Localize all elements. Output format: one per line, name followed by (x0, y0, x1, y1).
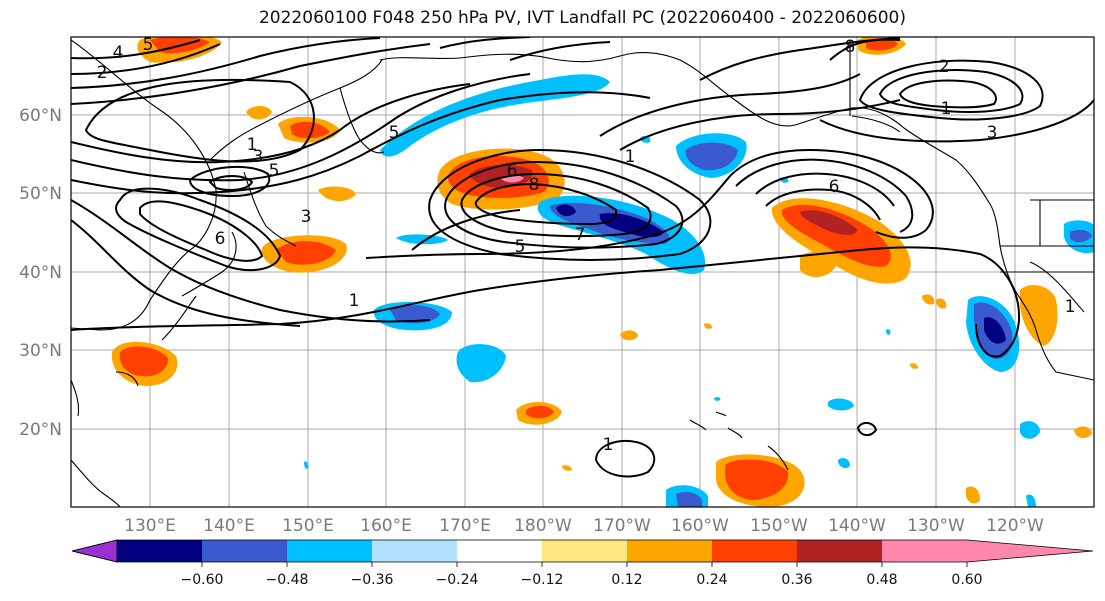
colorbar-tick-label: 0.48 (866, 572, 897, 588)
contour-label: 8 (529, 175, 540, 195)
colorbar-segment (71, 539, 118, 563)
contour-label: 5 (269, 161, 280, 181)
colorbar-tick-label: 0.36 (781, 572, 812, 588)
longitude-label: 180°W (514, 516, 572, 536)
map-title: 2022060100 F048 250 hPa PV, IVT Landfall… (258, 8, 906, 28)
longitude-label: 120°W (986, 516, 1044, 536)
latitude-label: 30°N (19, 341, 62, 361)
contour-label: 5 (515, 237, 526, 257)
latitude-label: 50°N (19, 184, 62, 204)
contour-label: 6 (507, 161, 518, 181)
negative-anomaly-regions (304, 74, 1094, 507)
contour-label: 1 (247, 135, 258, 155)
longitude-label: 160°W (671, 516, 729, 536)
colorbar-tick-label: −0.48 (266, 572, 309, 588)
map-frame (70, 36, 1095, 508)
colorbar-tick-label: −0.24 (436, 572, 479, 588)
colorbar-tick-label: −0.12 (521, 572, 564, 588)
longitude-labels: 130°E 140°E 150°E 160°E 170°E 180°W 170°… (124, 516, 1044, 536)
colorbar: −0.60 −0.48 −0.36 −0.24 −0.12 0.12 0.24 … (71, 539, 1094, 588)
contour-label: 7 (575, 225, 586, 245)
latitude-label: 60°N (19, 106, 62, 126)
contour-label: 1 (603, 435, 614, 455)
contour-label: 2 (97, 63, 108, 83)
colorbar-segment (967, 540, 1093, 562)
ivt-shading (111, 37, 1094, 507)
contour-label: 1 (1065, 297, 1076, 317)
colorbar-segment (542, 540, 627, 562)
contour-label: 1 (625, 147, 636, 167)
longitude-label: 170°E (439, 516, 491, 536)
pv-contours (71, 37, 1094, 478)
contour-label: 3 (253, 147, 264, 167)
colorbar-segment (202, 540, 287, 562)
colorbar-segment (882, 540, 967, 562)
colorbar-segment (627, 540, 712, 562)
longitude-label: 130°E (124, 516, 176, 536)
contour-label: 6 (829, 177, 840, 197)
colorbar-tick-label: 0.12 (611, 572, 642, 588)
contour-label: 5 (143, 35, 154, 55)
contour-label: 8 (845, 37, 856, 57)
colorbar-segment (287, 540, 372, 562)
contour-labels: 4 2 5 1 5 3 6 3 1 5 8 6 7 5 1 6 2 1 3 8 … (97, 35, 1076, 455)
colorbar-segment (117, 540, 202, 562)
colorbar-segment (797, 540, 882, 562)
colorbar-tick-label: 0.60 (951, 572, 982, 588)
contour-label: 3 (301, 207, 312, 227)
colorbar-tick-label: −0.36 (351, 572, 394, 588)
colorbar-tick-label: −0.60 (181, 572, 224, 588)
positive-anomaly-regions (111, 37, 1092, 507)
longitude-label: 170°W (593, 516, 651, 536)
contour-label: 1 (349, 291, 360, 311)
contour-label: 5 (389, 123, 400, 143)
colorbar-segment (457, 540, 542, 562)
longitude-label: 150°W (750, 516, 808, 536)
colorbar-segment (712, 540, 797, 562)
latitude-labels: 60°N 50°N 40°N 30°N 20°N (19, 106, 62, 440)
colorbar-tick-label: 0.24 (696, 572, 727, 588)
contour-label: 2 (939, 57, 950, 77)
contour-label: 1 (941, 99, 952, 119)
longitude-label: 140°W (828, 516, 886, 536)
latitude-label: 40°N (19, 263, 62, 283)
longitude-label: 160°E (360, 516, 412, 536)
longitude-label: 130°W (907, 516, 965, 536)
latitude-label: 20°N (19, 420, 62, 440)
longitude-label: 140°E (203, 516, 255, 536)
contour-label: 3 (987, 123, 998, 143)
colorbar-ticks (201, 562, 968, 567)
contour-label: 4 (113, 43, 124, 63)
longitude-label: 150°E (282, 516, 334, 536)
contour-label: 6 (215, 229, 226, 249)
colorbar-segment (372, 540, 457, 562)
